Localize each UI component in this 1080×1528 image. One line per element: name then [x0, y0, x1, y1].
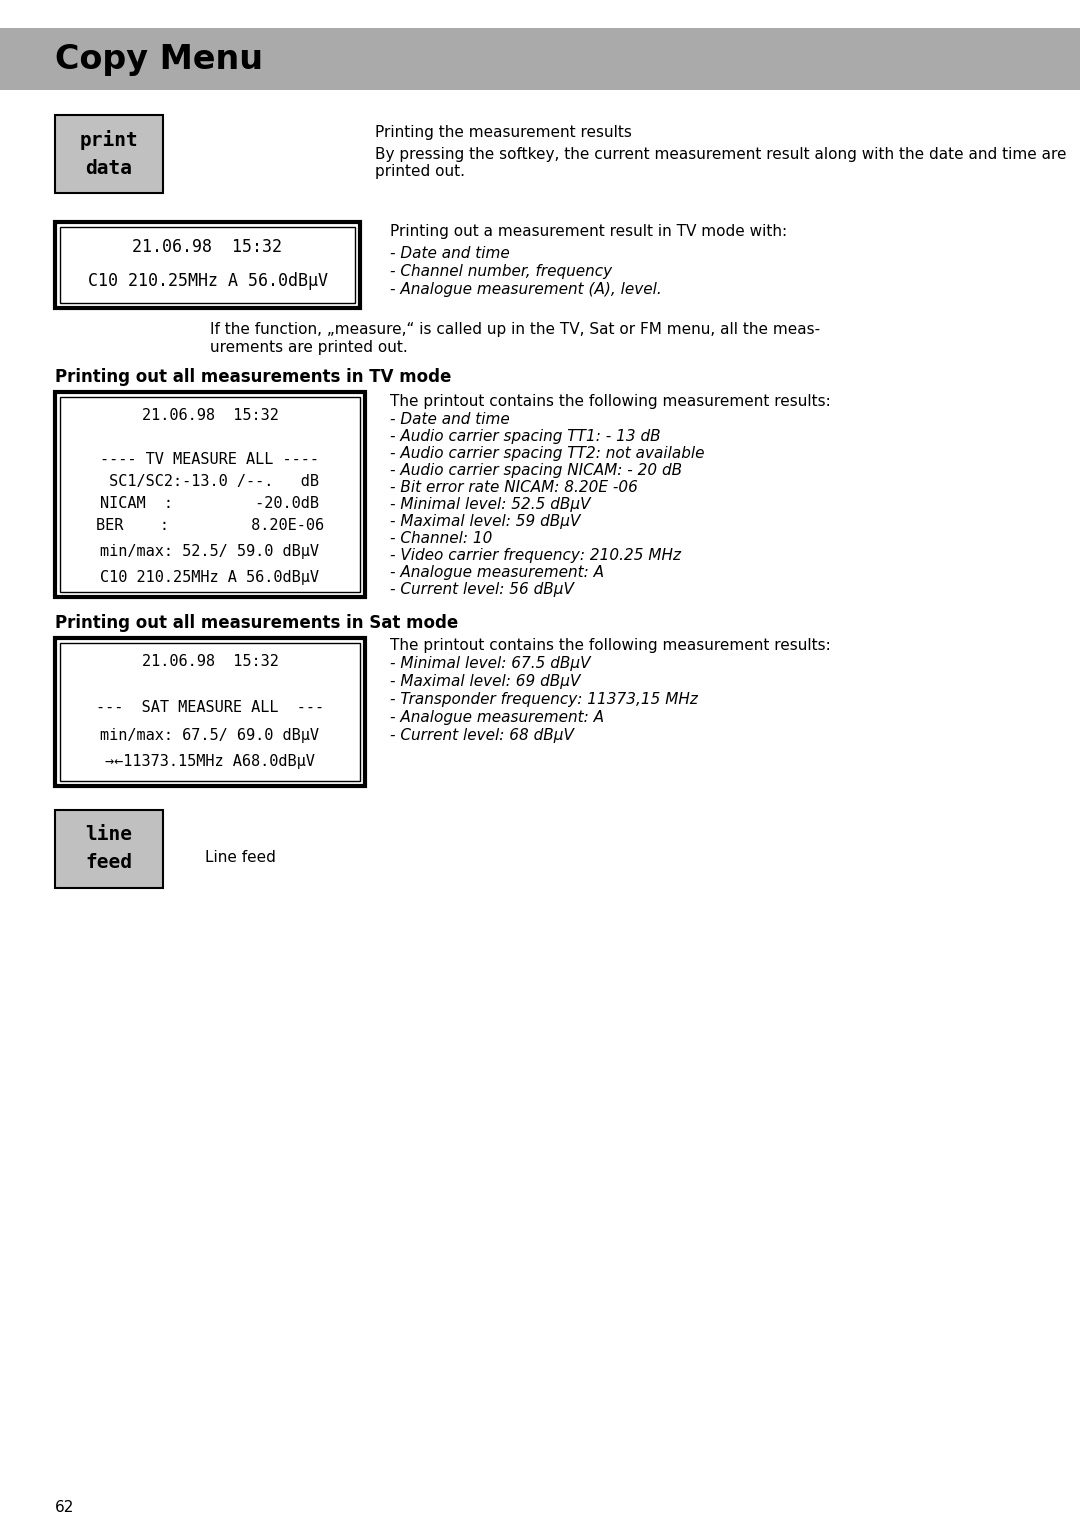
Text: The printout contains the following measurement results:: The printout contains the following meas…	[390, 394, 831, 410]
Text: C10 210.25MHz A 56.0dBμV: C10 210.25MHz A 56.0dBμV	[87, 272, 327, 290]
Text: urements are printed out.: urements are printed out.	[210, 341, 408, 354]
Bar	[55, 393, 365, 597]
Text: - Current level: 56 dBμV: - Current level: 56 dBμV	[390, 582, 573, 597]
Text: →←11373.15MHz A68.0dBμV: →←11373.15MHz A68.0dBμV	[105, 753, 315, 769]
Text: ---- TV MEASURE ALL ----: ---- TV MEASURE ALL ----	[100, 452, 320, 468]
Text: - Audio carrier spacing TT2: not available: - Audio carrier spacing TT2: not availab…	[390, 446, 704, 461]
Bar	[55, 639, 365, 785]
Text: Printing out a measurement result in TV mode with:: Printing out a measurement result in TV …	[390, 225, 787, 238]
Text: SC1/SC2:-13.0 /--.   dB: SC1/SC2:-13.0 /--. dB	[100, 474, 320, 489]
Text: Line feed: Line feed	[205, 850, 275, 865]
Bar	[60, 397, 360, 591]
Text: The printout contains the following measurement results:: The printout contains the following meas…	[390, 639, 831, 652]
Text: - Analogue measurement (A), level.: - Analogue measurement (A), level.	[390, 283, 662, 296]
Text: min/max: 67.5/ 69.0 dBμV: min/max: 67.5/ 69.0 dBμV	[100, 727, 320, 743]
Text: 21.06.98  15:32: 21.06.98 15:32	[141, 408, 279, 423]
Text: Printing out all measurements in Sat mode: Printing out all measurements in Sat mod…	[55, 614, 458, 633]
Text: ---  SAT MEASURE ALL  ---: --- SAT MEASURE ALL ---	[96, 700, 324, 715]
Text: If the function, „measure,“ is called up in the TV, Sat or FM menu, all the meas: If the function, „measure,“ is called up…	[210, 322, 820, 338]
Text: - Channel: 10: - Channel: 10	[390, 532, 492, 545]
Text: - Audio carrier spacing NICAM: - 20 dB: - Audio carrier spacing NICAM: - 20 dB	[390, 463, 683, 478]
Text: - Analogue measurement: A: - Analogue measurement: A	[390, 711, 604, 724]
Text: - Current level: 68 dBμV: - Current level: 68 dBμV	[390, 727, 573, 743]
Text: Copy Menu: Copy Menu	[55, 43, 264, 75]
Text: C10 210.25MHz A 56.0dBμV: C10 210.25MHz A 56.0dBμV	[100, 570, 320, 585]
Bar	[55, 810, 163, 888]
Text: - Date and time: - Date and time	[390, 413, 510, 426]
Text: - Minimal level: 67.5 dBμV: - Minimal level: 67.5 dBμV	[390, 656, 591, 671]
Text: Printing out all measurements in TV mode: Printing out all measurements in TV mode	[55, 368, 451, 387]
Text: NICAM  :         -20.0dB: NICAM : -20.0dB	[100, 497, 320, 510]
Text: - Minimal level: 52.5 dBμV: - Minimal level: 52.5 dBμV	[390, 497, 591, 512]
Text: 62: 62	[55, 1500, 75, 1514]
Text: - Transponder frequency: 11373,15 MHz: - Transponder frequency: 11373,15 MHz	[390, 692, 698, 707]
Text: print
data: print data	[80, 130, 138, 177]
Text: - Audio carrier spacing TT1: - 13 dB: - Audio carrier spacing TT1: - 13 dB	[390, 429, 661, 445]
Text: 21.06.98  15:32: 21.06.98 15:32	[141, 654, 279, 669]
Text: 21.06.98  15:32: 21.06.98 15:32	[133, 238, 283, 257]
Text: line
feed: line feed	[85, 825, 133, 872]
Bar	[55, 115, 163, 193]
Text: - Analogue measurement: A: - Analogue measurement: A	[390, 565, 604, 581]
Text: - Video carrier frequency: 210.25 MHz: - Video carrier frequency: 210.25 MHz	[390, 549, 681, 562]
Text: min/max: 52.5/ 59.0 dBμV: min/max: 52.5/ 59.0 dBμV	[100, 544, 320, 559]
Text: BER    :         8.20E-06: BER : 8.20E-06	[96, 518, 324, 533]
Text: - Maximal level: 69 dBμV: - Maximal level: 69 dBμV	[390, 674, 580, 689]
Bar	[0, 28, 1080, 90]
Text: - Channel number, frequency: - Channel number, frequency	[390, 264, 612, 280]
Bar	[60, 643, 360, 781]
Text: - Bit error rate NICAM: 8.20E -06: - Bit error rate NICAM: 8.20E -06	[390, 480, 638, 495]
Text: By pressing the softkey, the current measurement result along with the date and : By pressing the softkey, the current mea…	[375, 147, 1067, 179]
Bar	[60, 228, 355, 303]
Text: - Date and time: - Date and time	[390, 246, 510, 261]
Bar	[55, 222, 360, 309]
Text: Printing the measurement results: Printing the measurement results	[375, 125, 632, 141]
Text: - Maximal level: 59 dBμV: - Maximal level: 59 dBμV	[390, 513, 580, 529]
